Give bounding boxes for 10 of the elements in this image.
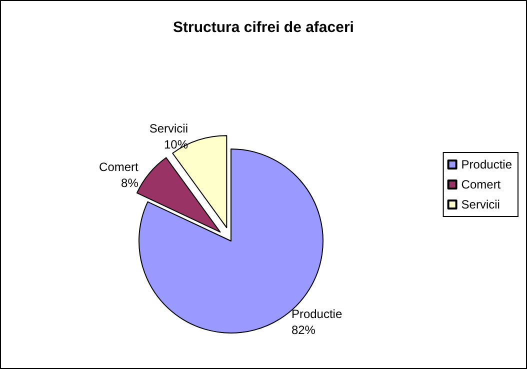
chart-title: Structura cifrei de afaceri bbox=[173, 19, 354, 36]
legend-label: Servicii bbox=[461, 198, 500, 212]
data-label: 82% bbox=[291, 323, 316, 338]
legend-label: Productie bbox=[461, 158, 512, 172]
slice-label: Comert bbox=[99, 160, 140, 174]
slice-label: Productie bbox=[291, 307, 342, 322]
data-label: 8% bbox=[121, 176, 139, 190]
slice-label: Servicii bbox=[149, 121, 188, 136]
legend-label: Comert bbox=[461, 178, 502, 192]
data-label: 10% bbox=[164, 137, 188, 152]
